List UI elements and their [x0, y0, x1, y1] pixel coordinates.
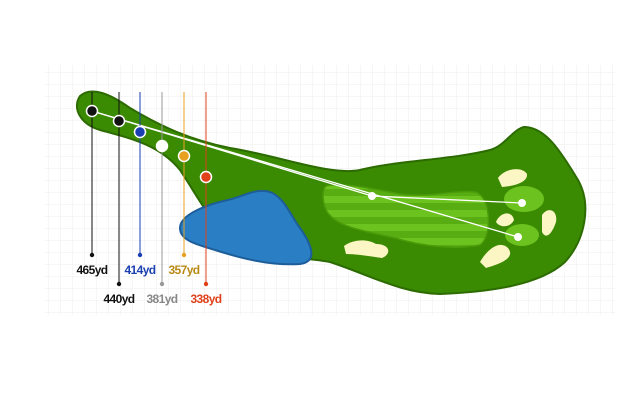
tee-green — [505, 224, 539, 246]
tee-line-end — [137, 252, 143, 258]
tee-line-end — [181, 252, 187, 258]
tee-marker — [177, 149, 191, 163]
tee-markers: 465yd 440yd 414yd 381yd 357yd 338yd — [76, 92, 222, 306]
tee-yardage: 381yd — [146, 292, 177, 306]
tee-yardage: 338yd — [190, 292, 221, 306]
tee-marker — [155, 139, 169, 153]
tee-yardage: 357yd — [168, 263, 199, 277]
tee-yardage: 440yd — [103, 292, 134, 306]
tee-line-end — [116, 281, 122, 287]
tee-marker — [85, 104, 99, 118]
tee-marker — [199, 170, 213, 184]
tee-yardage: 414yd — [124, 263, 155, 277]
tee-green — [504, 186, 544, 212]
putting-green — [322, 183, 490, 248]
tee-line-end — [89, 252, 95, 258]
tee-marker — [112, 114, 126, 128]
tee-yardage: 465yd — [76, 263, 107, 277]
layup-point — [368, 192, 376, 200]
bunkers — [344, 169, 557, 268]
tee-line-end — [159, 281, 165, 287]
pin — [518, 199, 526, 207]
tee-line-end — [203, 281, 209, 287]
water-hazard — [178, 190, 313, 266]
pin — [514, 233, 522, 241]
tee-marker — [133, 125, 147, 139]
